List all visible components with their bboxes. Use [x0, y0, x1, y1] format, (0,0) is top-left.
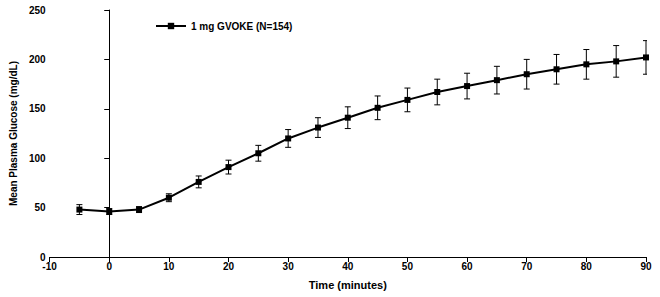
svg-text:Mean Plasma Glucose (mg/dL): Mean Plasma Glucose (mg/dL) — [8, 61, 19, 206]
svg-text:200: 200 — [29, 54, 46, 65]
svg-text:40: 40 — [342, 261, 354, 272]
svg-text:50: 50 — [402, 261, 414, 272]
svg-text:70: 70 — [521, 261, 533, 272]
svg-text:150: 150 — [29, 103, 46, 114]
svg-text:0: 0 — [40, 251, 46, 263]
svg-text:20: 20 — [223, 261, 235, 272]
svg-text:Time (minutes): Time (minutes) — [309, 279, 387, 291]
svg-text:10: 10 — [163, 261, 175, 272]
svg-text:100: 100 — [29, 153, 46, 164]
svg-text:250: 250 — [29, 5, 46, 16]
svg-text:-10: -10 — [42, 261, 57, 272]
svg-text:0: 0 — [106, 261, 112, 272]
svg-text:1 mg GVOKE (N=154): 1 mg GVOKE (N=154) — [191, 21, 292, 32]
svg-text:30: 30 — [283, 261, 295, 272]
svg-text:90: 90 — [640, 261, 652, 272]
svg-text:50: 50 — [34, 202, 46, 213]
svg-text:80: 80 — [581, 261, 593, 272]
svg-text:60: 60 — [462, 261, 474, 272]
